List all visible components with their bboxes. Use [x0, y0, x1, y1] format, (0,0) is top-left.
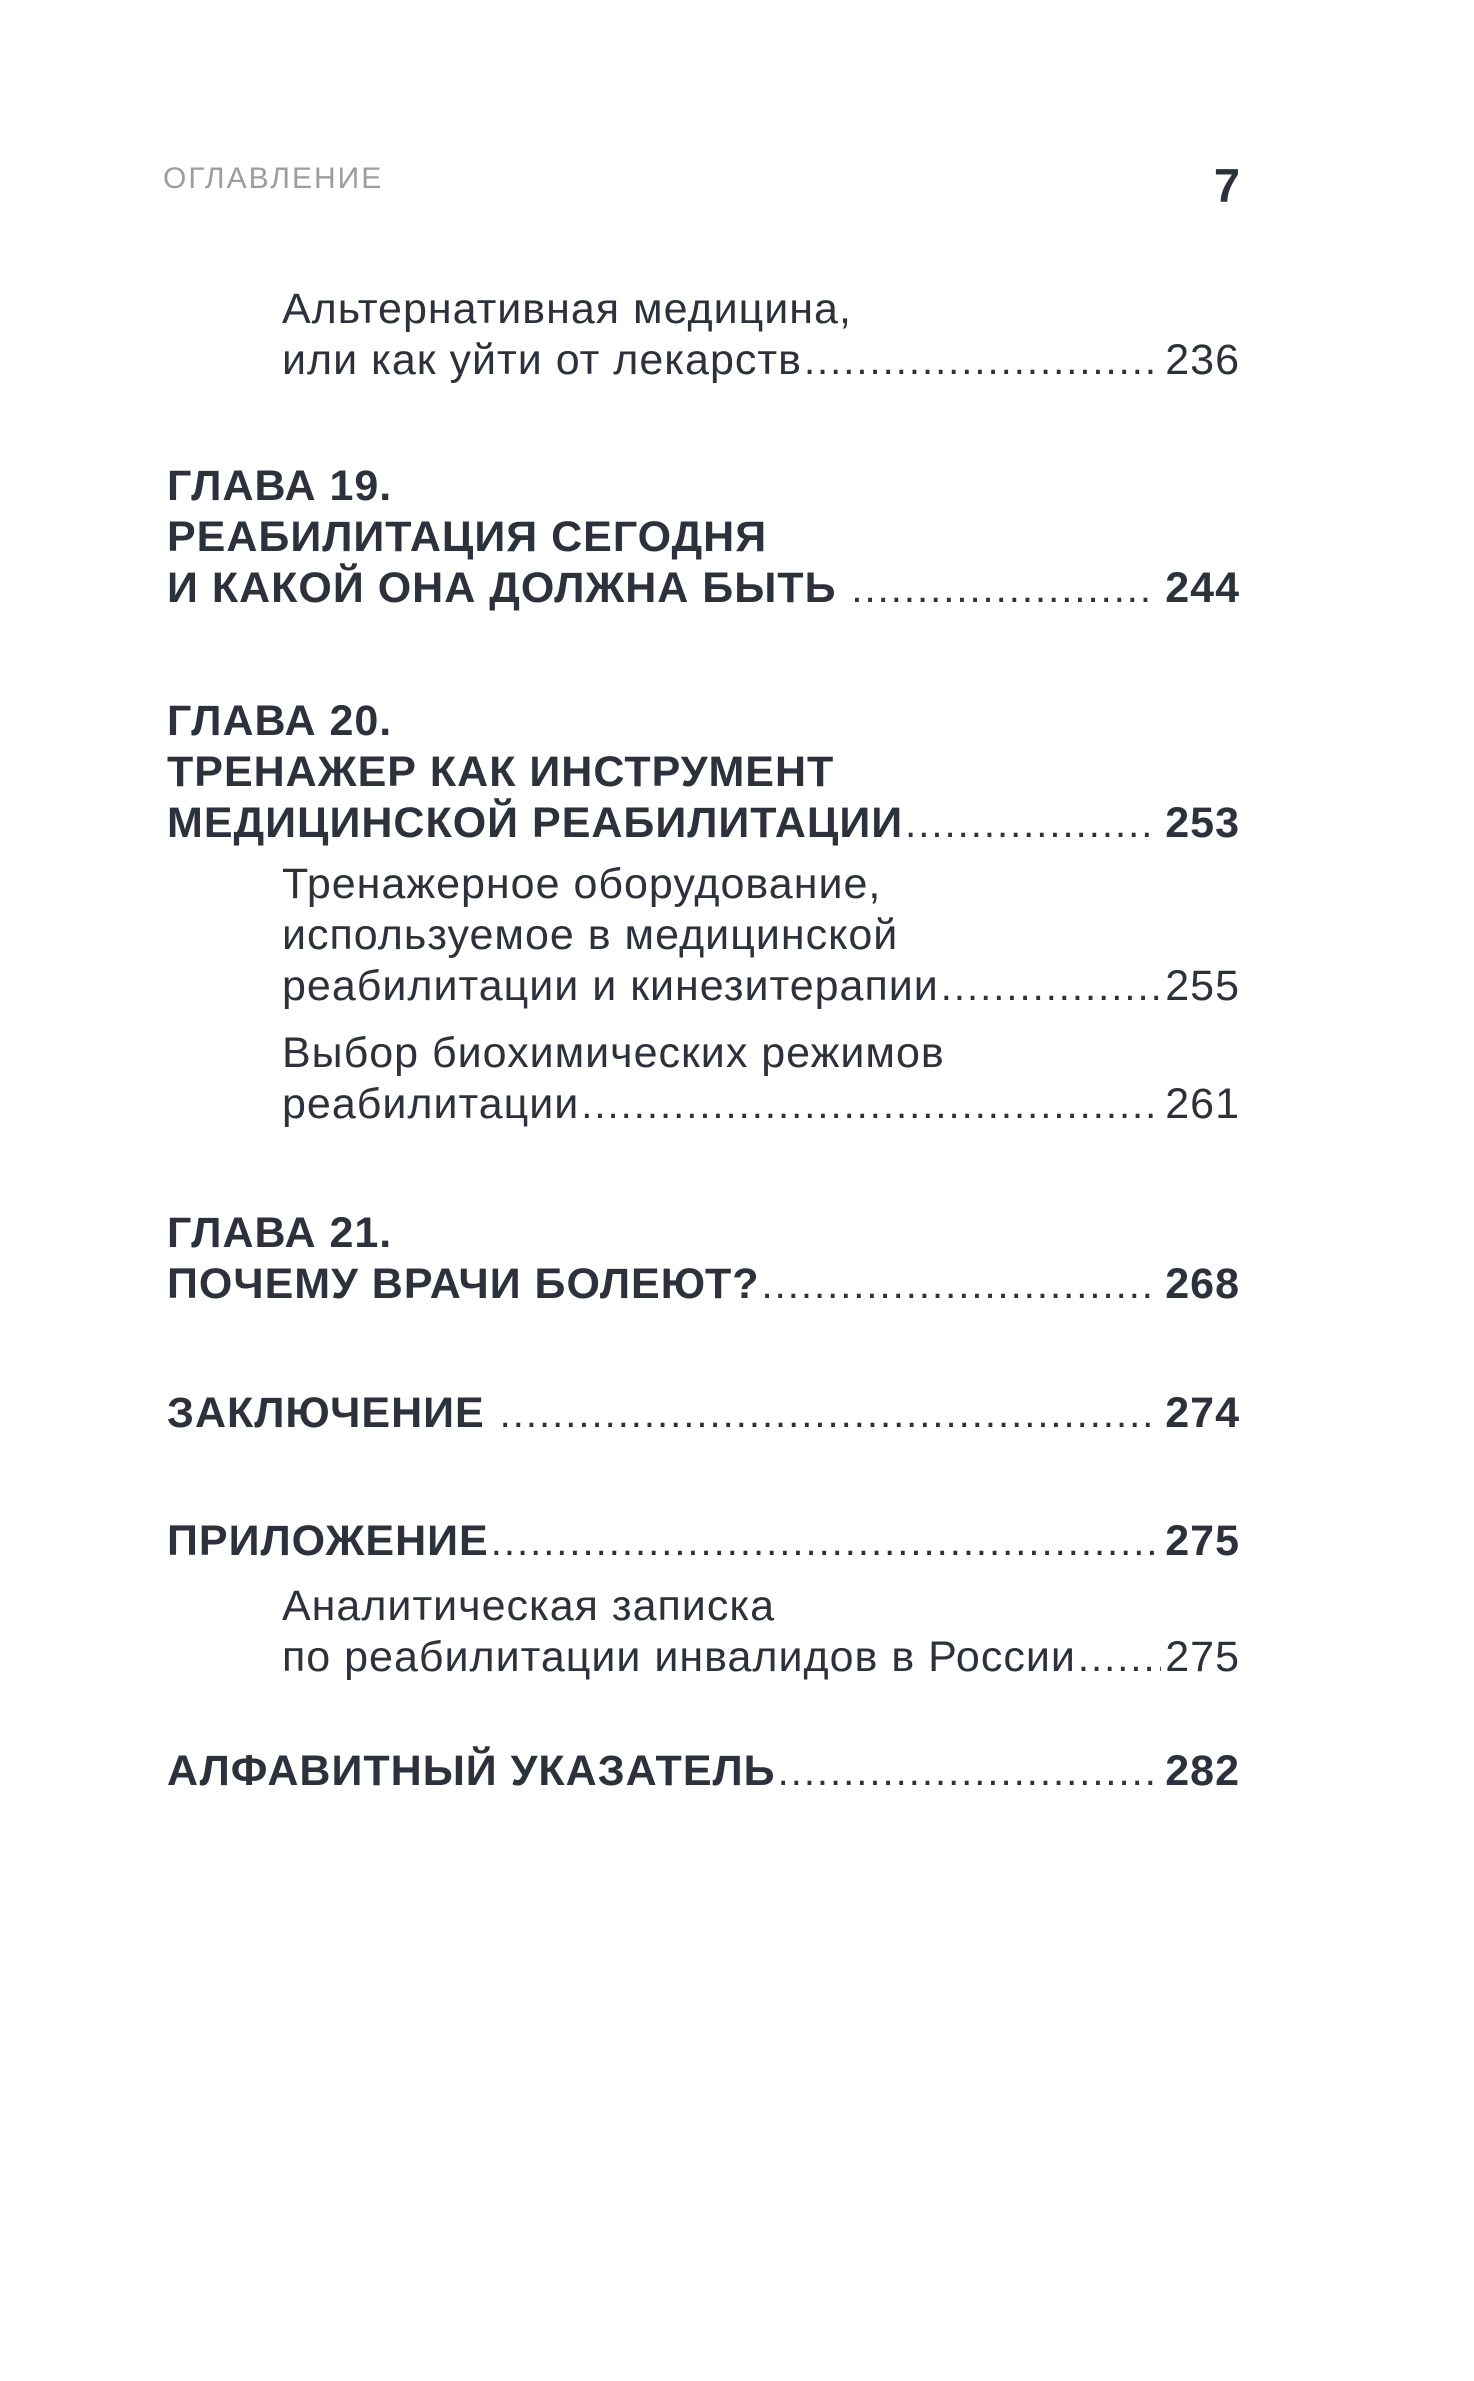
toc-entry-line: Выбор биохимических режимов	[282, 1029, 945, 1077]
toc-entry-last-line: реабилитации и кинезитерапии 255	[282, 961, 1240, 1013]
dot-leader	[491, 1517, 1156, 1568]
toc-entry-line: РЕАБИЛИТАЦИЯ СЕГОДНЯ	[167, 513, 768, 561]
toc-page-ref: 275	[1165, 1517, 1240, 1565]
toc-entry-last-line: АЛФАВИТНЫЙ УКАЗАТЕЛЬ 282	[167, 1746, 1240, 1798]
toc-entry-last-line: или как уйти от лекарств 236	[282, 335, 1240, 387]
toc-entry: ПРИЛОЖЕНИЕ 275	[167, 1516, 1240, 1568]
toc-entry-last-line: ПРИЛОЖЕНИЕ 275	[167, 1516, 1240, 1568]
toc-entry-last-line: реабилитации 261	[282, 1079, 1240, 1131]
toc-page-ref: 244	[1165, 564, 1240, 612]
toc-entry: Аналитическая записка по реабилитации ин…	[282, 1581, 1240, 1684]
toc-entry-title: ПРИЛОЖЕНИЕ	[167, 1517, 489, 1565]
toc-entry: Выбор биохимических режимов реабилитации…	[282, 1028, 1240, 1131]
dot-leader	[804, 336, 1161, 387]
toc-entry-line: ГЛАВА 20.	[167, 697, 393, 745]
toc-page-ref: 268	[1165, 1260, 1240, 1308]
toc-entry-line: ГЛАВА 19.	[167, 462, 393, 510]
toc-entry: ЗАКЛЮЧЕНИЕ 274	[167, 1388, 1240, 1440]
toc-entry-line: Альтернативная медицина,	[282, 285, 852, 333]
toc-entry-last-line: ЗАКЛЮЧЕНИЕ 274	[167, 1388, 1240, 1440]
dot-leader	[500, 1389, 1156, 1440]
toc-content: ОГЛАВЛЕНИЕ 7 Альтернативная медицина, ил…	[163, 0, 1240, 2381]
dot-leader	[905, 799, 1155, 850]
dot-leader	[1078, 1633, 1161, 1684]
toc-entry-title: по реабилитации инвалидов в России	[282, 1633, 1076, 1681]
page-number-folio: 7	[1213, 159, 1240, 212]
running-header: ОГЛАВЛЕНИЕ	[163, 162, 384, 195]
toc-entry: АЛФАВИТНЫЙ УКАЗАТЕЛЬ 282	[167, 1746, 1240, 1798]
toc-page-ref: 253	[1165, 799, 1240, 847]
toc-entry-title: АЛФАВИТНЫЙ УКАЗАТЕЛЬ	[167, 1747, 776, 1795]
toc-entry-title: или как уйти от лекарств	[282, 336, 802, 384]
toc-entry-title: И КАКОЙ ОНА ДОЛЖНА БЫТЬ	[167, 564, 850, 612]
toc-entry-title: реабилитации	[282, 1080, 580, 1128]
toc-entry: ГЛАВА 20. ТРЕНАЖЕР КАК ИНСТРУМЕНТ МЕДИЦИ…	[167, 696, 1240, 850]
toc-entry: Альтернативная медицина, или как уйти от…	[282, 284, 1240, 387]
toc-entry-title: ЗАКЛЮЧЕНИЕ	[167, 1389, 498, 1437]
toc-entry-title: ПОЧЕМУ ВРАЧИ БОЛЕЮТ?	[167, 1260, 760, 1308]
toc-entry-title: МЕДИЦИНСКОЙ РЕАБИЛИТАЦИИ	[167, 799, 904, 847]
toc-entry-line: ТРЕНАЖЕР КАК ИНСТРУМЕНТ	[167, 748, 835, 796]
dot-leader	[941, 962, 1161, 1013]
toc-entry-line: Тренажерное оборудование,	[282, 860, 882, 908]
toc-entry-line: Аналитическая записка	[282, 1582, 775, 1630]
toc-entry-last-line: по реабилитации инвалидов в России 275	[282, 1632, 1240, 1684]
toc-entry-line: ГЛАВА 21.	[167, 1209, 393, 1257]
toc-entry-last-line: МЕДИЦИНСКОЙ РЕАБИЛИТАЦИИ 253	[167, 798, 1240, 850]
toc-entry: Тренажерное оборудование, используемое в…	[282, 859, 1240, 1013]
toc-entry: ГЛАВА 19. РЕАБИЛИТАЦИЯ СЕГОДНЯ И КАКОЙ О…	[167, 461, 1240, 615]
toc-entry-last-line: ПОЧЕМУ ВРАЧИ БОЛЕЮТ? 268	[167, 1259, 1240, 1311]
toc-entry-line: используемое в медицинской	[282, 911, 899, 959]
toc-page-ref: 255	[1165, 962, 1240, 1010]
dot-leader	[778, 1747, 1156, 1798]
toc-page-ref: 274	[1165, 1389, 1240, 1437]
dot-leader	[581, 1080, 1161, 1131]
toc-entry-last-line: И КАКОЙ ОНА ДОЛЖНА БЫТЬ 244	[167, 563, 1240, 615]
toc-page-ref: 275	[1165, 1633, 1240, 1681]
toc-page-ref: 261	[1165, 1080, 1240, 1128]
toc-page-ref: 282	[1165, 1747, 1240, 1795]
dot-leader	[851, 564, 1155, 615]
toc-entry: ГЛАВА 21. ПОЧЕМУ ВРАЧИ БОЛЕЮТ? 268	[167, 1208, 1240, 1311]
toc-page-ref: 236	[1165, 336, 1240, 384]
toc-entry-title: реабилитации и кинезитерапии	[282, 962, 939, 1010]
dot-leader	[762, 1260, 1156, 1311]
